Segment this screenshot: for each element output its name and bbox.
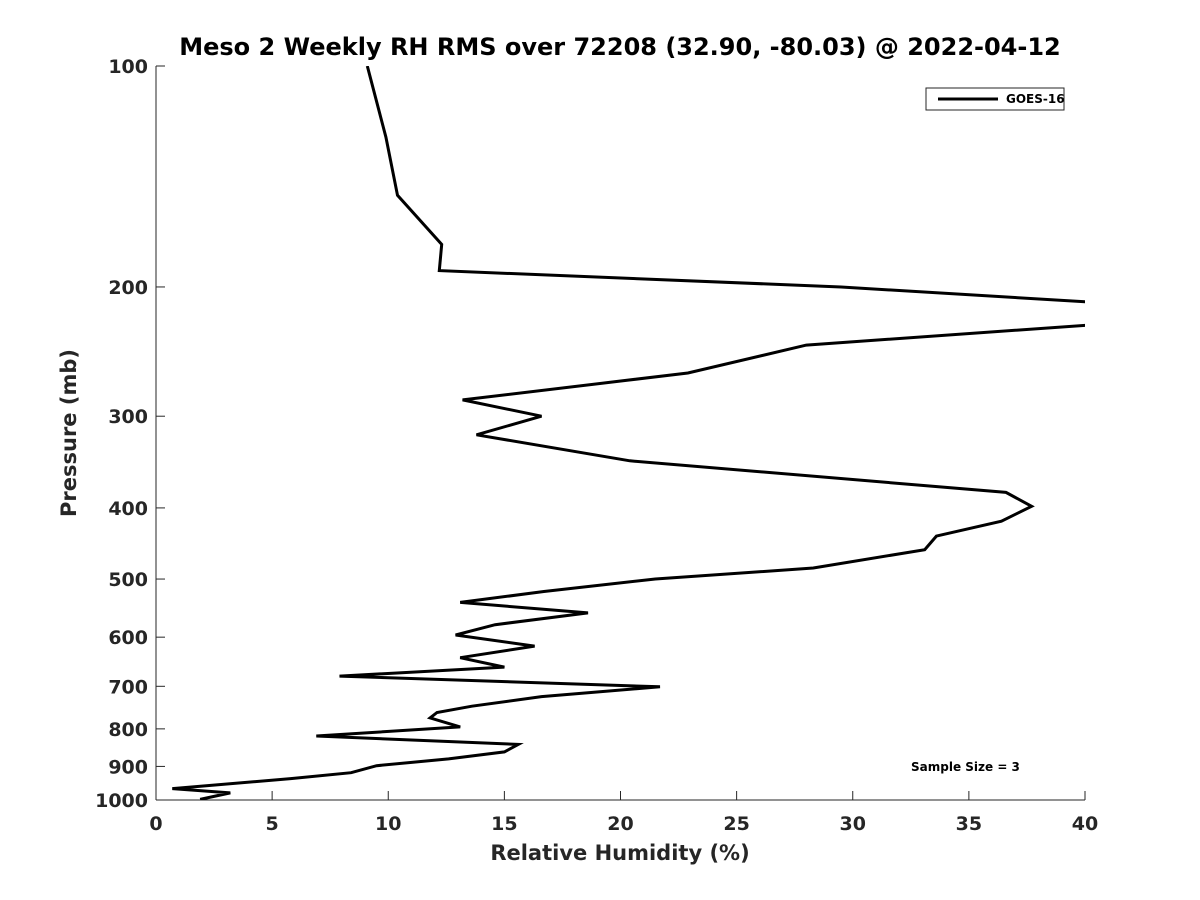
series-line-goes-16 (172, 66, 1085, 800)
y-tick-label: 100 (108, 56, 148, 78)
y-tick-label: 500 (108, 569, 148, 591)
x-axis-ticks: 0 5 10 15 20 25 30 35 40 (149, 791, 1098, 835)
x-tick-label: 30 (840, 813, 866, 835)
x-tick-label: 5 (266, 813, 279, 835)
x-tick-label: 10 (375, 813, 401, 835)
x-tick-label: 20 (607, 813, 633, 835)
x-tick-label: 35 (956, 813, 982, 835)
chart-title: Meso 2 Weekly RH RMS over 72208 (32.90, … (179, 33, 1061, 61)
legend-label-goes-16: GOES-16 (1006, 92, 1065, 106)
x-tick-label: 40 (1072, 813, 1098, 835)
x-axis-label: Relative Humidity (%) (490, 841, 749, 865)
y-tick-label: 1000 (95, 790, 148, 812)
legend: GOES-16 (925, 87, 1065, 111)
y-axis-label: Pressure (mb) (57, 349, 81, 517)
y-tick-label: 700 (108, 676, 148, 698)
sample-size-annotation: Sample Size = 3 (911, 760, 1020, 774)
y-tick-label: 900 (108, 756, 148, 778)
x-tick-label: 25 (723, 813, 749, 835)
y-tick-label: 400 (108, 498, 148, 520)
y-tick-label: 200 (108, 277, 148, 299)
y-tick-label: 300 (108, 406, 148, 428)
x-tick-label: 0 (149, 813, 162, 835)
x-tick-label: 15 (491, 813, 517, 835)
y-tick-label: 800 (108, 719, 148, 741)
y-axis-ticks: 100 200 300 400 500 600 700 800 900 1000 (95, 56, 165, 812)
y-tick-label: 600 (108, 627, 148, 649)
